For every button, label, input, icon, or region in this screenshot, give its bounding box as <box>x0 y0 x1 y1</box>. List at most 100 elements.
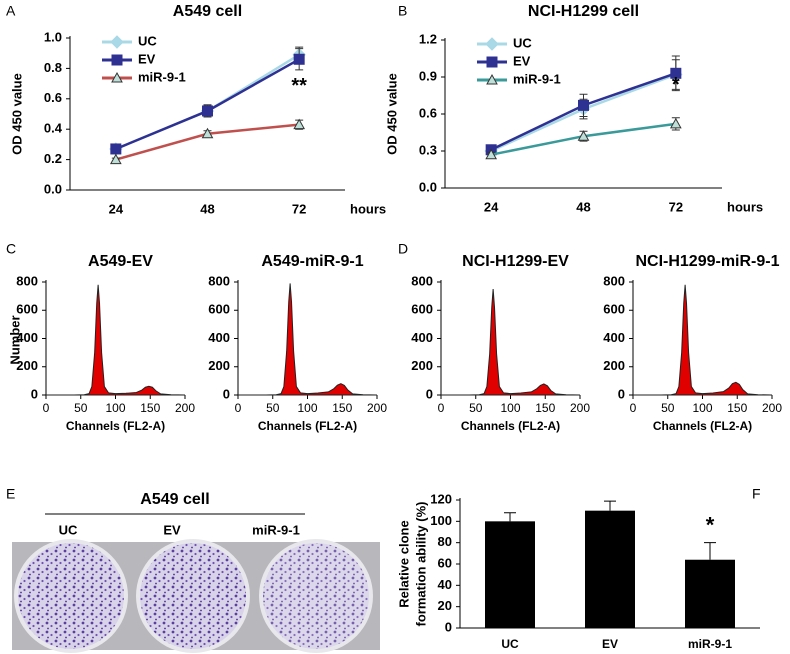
x-tick-label: 100 <box>297 401 317 415</box>
marker <box>577 130 590 141</box>
x-axis-label: Channels (FL2-A) <box>66 419 165 433</box>
legend-label: miR-9-1 <box>513 71 561 86</box>
marker <box>485 148 498 160</box>
y-axis-label: Relative clone <box>396 520 411 607</box>
x-tick-label: 0 <box>235 401 242 415</box>
panel-letter: A <box>6 3 16 19</box>
y-tick-label: 0.0 <box>419 179 437 194</box>
chart-title: A549-EV <box>88 253 153 270</box>
marker <box>578 99 589 111</box>
x-tick-label: 0 <box>43 401 50 415</box>
y-tick-label: 0 <box>31 386 38 401</box>
y-tick-label: 0.3 <box>419 142 437 157</box>
chart-title: NCI-H1299-EV <box>462 253 569 270</box>
y-tick-label: 0 <box>445 619 452 634</box>
y-tick-label: 100 <box>430 513 452 528</box>
x-tick-label: EV <box>602 637 618 651</box>
x-tick-label: 200 <box>762 401 782 415</box>
y-tick-label: 800 <box>411 273 433 288</box>
x-tick-label: 150 <box>535 401 555 415</box>
x-axis-label: hours <box>350 201 386 216</box>
x-tick-label: 24 <box>484 199 499 214</box>
chart-title: NCI-H1299-miR-9-1 <box>635 253 779 270</box>
x-tick-label: 100 <box>500 401 520 415</box>
marker <box>293 118 306 130</box>
y-tick-label: 0.0 <box>44 181 62 196</box>
marker <box>293 53 305 65</box>
y-axis-label: OD 450 value <box>384 73 399 155</box>
x-tick-label: UC <box>501 637 519 651</box>
x-axis-label: Channels (FL2-A) <box>258 419 357 433</box>
histogram-area <box>46 284 186 396</box>
legend-label: UC <box>138 33 157 48</box>
panel-letter: E <box>6 486 15 502</box>
plate-label: EV <box>163 522 181 537</box>
chart-title: A549-miR-9-1 <box>261 253 363 270</box>
x-tick-label: 24 <box>109 201 124 216</box>
marker <box>669 117 682 129</box>
histogram-area <box>441 289 581 396</box>
panel-letter: C <box>6 241 16 257</box>
x-tick-label: 48 <box>576 199 590 214</box>
marker <box>201 127 214 139</box>
x-axis-label: Channels (FL2-A) <box>653 419 752 433</box>
annotation: * <box>706 512 715 537</box>
x-tick-label: 50 <box>661 401 675 415</box>
y-tick-label: 400 <box>208 330 230 345</box>
y-tick-label: 0.4 <box>44 121 63 136</box>
panel-letter: F <box>752 486 761 502</box>
x-tick-label: 72 <box>669 199 683 214</box>
y-tick-label: 400 <box>411 330 433 345</box>
y-tick-label: 600 <box>603 302 625 317</box>
marker <box>486 56 498 68</box>
panel-letter: B <box>398 3 407 19</box>
y-tick-label: 600 <box>208 302 230 317</box>
dish <box>18 543 124 649</box>
error-bar <box>704 542 716 560</box>
marker <box>111 71 123 83</box>
x-tick-label: 200 <box>367 401 387 415</box>
marker <box>110 35 124 49</box>
y-tick-label: 0 <box>223 386 230 401</box>
legend-label: UC <box>513 35 532 50</box>
y-tick-label: 800 <box>16 273 38 288</box>
x-tick-label: 100 <box>105 401 125 415</box>
y-tick-label: 80 <box>438 534 452 549</box>
x-tick-label: miR-9-1 <box>688 637 732 651</box>
x-tick-label: 150 <box>727 401 747 415</box>
x-axis-label: Channels (FL2-A) <box>461 419 560 433</box>
x-tick-label: 48 <box>200 201 214 216</box>
y-tick-label: 200 <box>411 358 433 373</box>
x-tick-label: 0 <box>630 401 637 415</box>
x-tick-label: 100 <box>692 401 712 415</box>
annotation: * <box>672 74 680 96</box>
chart-title: NCI-H1299 cell <box>528 3 639 20</box>
marker <box>202 105 213 117</box>
y-tick-label: 800 <box>603 273 625 288</box>
x-tick-label: 150 <box>332 401 352 415</box>
plate-label: UC <box>59 522 78 537</box>
x-tick-label: 50 <box>74 401 88 415</box>
histogram-area <box>633 284 773 396</box>
histogram-area <box>238 283 378 396</box>
y-tick-label: 200 <box>603 358 625 373</box>
y-tick-label: 0.6 <box>44 90 62 105</box>
x-tick-label: 72 <box>292 201 306 216</box>
bar <box>485 521 535 628</box>
y-tick-label: 600 <box>411 302 433 317</box>
y-tick-label: 120 <box>430 491 452 506</box>
y-tick-label: 0.2 <box>44 151 62 166</box>
bar <box>585 510 635 628</box>
marker <box>111 54 123 66</box>
plate-label: miR-9-1 <box>252 522 300 537</box>
y-tick-label: 600 <box>16 302 38 317</box>
y-tick-label: 400 <box>603 330 625 345</box>
legend-label: miR-9-1 <box>138 69 186 84</box>
plate-photo: A549 cell UC EV miR-9-1 <box>12 491 380 653</box>
y-tick-label: 1.0 <box>44 29 62 44</box>
y-tick-label: 20 <box>438 598 452 613</box>
error-bar <box>604 500 616 511</box>
y-axis-label: formation ability (%) <box>413 502 428 627</box>
x-tick-label: 150 <box>140 401 160 415</box>
